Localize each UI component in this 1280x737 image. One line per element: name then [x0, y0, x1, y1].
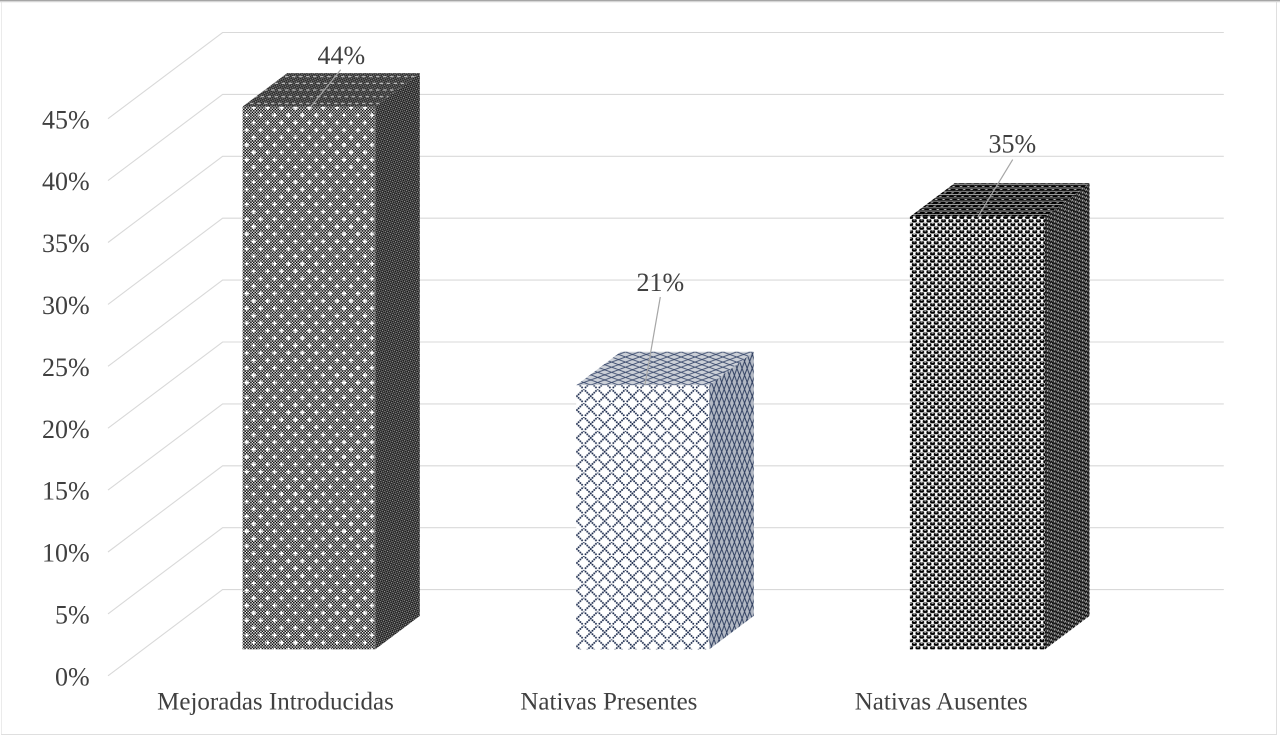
svg-text:25%: 25% [42, 353, 90, 382]
svg-text:30%: 30% [42, 291, 90, 320]
svg-text:35%: 35% [42, 229, 90, 258]
svg-text:Nativas Presentes: Nativas Presentes [520, 688, 697, 715]
svg-text:40%: 40% [42, 167, 90, 196]
svg-text:35%: 35% [988, 130, 1036, 159]
svg-text:15%: 15% [42, 477, 90, 506]
svg-text:44%: 44% [317, 41, 365, 70]
svg-text:10%: 10% [42, 539, 90, 568]
svg-text:0%: 0% [55, 662, 90, 691]
svg-text:Mejoradas Introducidas: Mejoradas Introducidas [157, 688, 394, 715]
svg-text:45%: 45% [42, 105, 90, 134]
svg-text:21%: 21% [636, 268, 684, 297]
svg-text:20%: 20% [42, 415, 90, 444]
svg-text:Nativas Ausentes: Nativas Ausentes [855, 688, 1028, 715]
svg-text:5%: 5% [55, 601, 90, 630]
